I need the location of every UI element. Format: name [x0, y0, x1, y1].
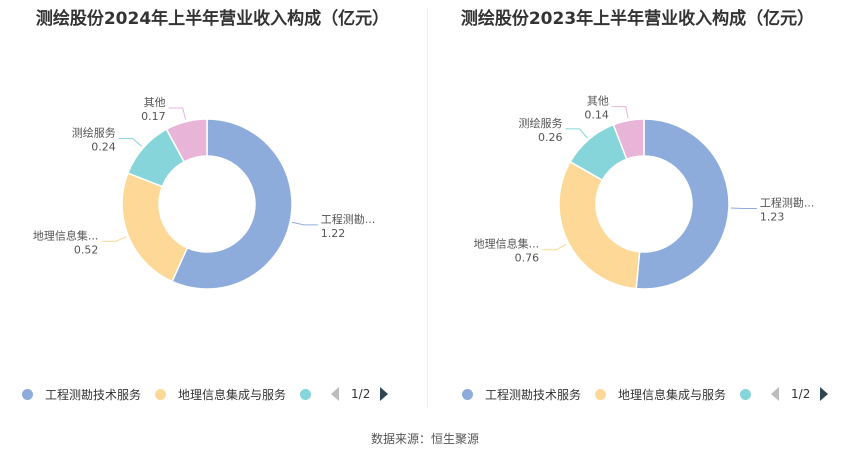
pie-slice-0[interactable]: [171, 118, 293, 290]
slice-name-label: 地理信息集...: [474, 237, 540, 251]
slice-value-label: 0.26: [538, 131, 563, 144]
slice-name-label: 工程测勘...: [760, 197, 815, 210]
legend-pager: 1/2: [771, 387, 829, 401]
page-next-icon[interactable]: [380, 387, 389, 401]
page-prev-icon[interactable]: [331, 387, 340, 401]
slice-name-label: 其他: [587, 95, 609, 108]
page-indicator: 1/2: [791, 387, 811, 401]
page-prev-icon[interactable]: [771, 387, 780, 401]
page-indicator: 1/2: [351, 387, 371, 401]
label-leader-line: [565, 128, 588, 139]
legend-marker-icon: [462, 388, 473, 400]
slice-name-label: 地理信息集...: [33, 228, 99, 242]
chart-legend: 工程测勘技术服务 地理信息集成与服务 1/2: [462, 384, 829, 404]
legend-item-dili[interactable]: 地理信息集成与服务: [155, 386, 286, 403]
label-leader-line: [611, 106, 629, 119]
slice-value-label: 0.17: [141, 110, 166, 123]
legend-item-cehui[interactable]: [740, 388, 752, 400]
slice-value-label: 0.76: [515, 252, 540, 265]
slice-name-label: 工程测勘...: [321, 213, 376, 226]
label-leader-line: [730, 207, 757, 210]
slice-value-label: 0.14: [584, 109, 609, 122]
legend-marker-icon: [22, 388, 33, 400]
legend-item-gongcheng[interactable]: 工程测勘技术服务: [22, 386, 141, 403]
chart-title: 测绘股份2023年上半年营业收入构成（亿元）: [460, 9, 815, 29]
label-leader-line: [542, 243, 568, 251]
label-leader-line: [118, 137, 143, 147]
chart-panel-2023: 测绘股份2023年上半年营业收入构成（亿元） 工程测勘... 1.23 地理信息集.…: [425, 0, 850, 415]
chart-panel-2024: 测绘股份2024年上半年营业收入构成（亿元） 工程测勘... 1.22 地理信息集.…: [0, 0, 425, 415]
pie-slice-3[interactable]: [165, 118, 208, 163]
chart-legend: 工程测勘技术服务 地理信息集成与服务 1/2: [22, 384, 389, 404]
label-leader-line: [101, 236, 127, 242]
label-leader-line: [168, 107, 187, 120]
legend-label: 工程测勘技术服务: [45, 387, 142, 402]
legend-label: 地理信息集成与服务: [618, 387, 727, 402]
legend-label: 地理信息集成与服务: [178, 387, 287, 402]
pie-slice-1[interactable]: [558, 160, 641, 290]
slice-value-label: 1.22: [321, 227, 346, 240]
legend-marker-icon: [740, 388, 752, 400]
legend-label: 工程测勘技术服务: [485, 387, 582, 402]
pie-slice-3[interactable]: [612, 118, 645, 161]
chart-title: 测绘股份2024年上半年营业收入构成（亿元）: [35, 9, 390, 29]
panel-divider: [427, 8, 428, 408]
legend-pager: 1/2: [331, 387, 389, 401]
legend-marker-icon: [595, 388, 607, 400]
legend-item-gongcheng[interactable]: 工程测勘技术服务: [462, 386, 581, 403]
page-next-icon[interactable]: [820, 387, 829, 401]
legend-item-cehui[interactable]: [300, 388, 312, 400]
legend-marker-icon: [155, 388, 167, 400]
pie-slice-0[interactable]: [635, 118, 730, 290]
slice-name-label: 测绘服务: [72, 125, 116, 139]
slice-value-label: 1.23: [760, 211, 785, 224]
label-leader-line: [291, 221, 318, 226]
legend-item-dili[interactable]: 地理信息集成与服务: [595, 386, 726, 403]
pie-slice-1[interactable]: [121, 172, 189, 283]
slice-value-label: 0.52: [74, 243, 99, 256]
slice-value-label: 0.24: [91, 140, 116, 153]
legend-marker-icon: [300, 388, 312, 400]
slice-name-label: 其他: [144, 96, 166, 109]
data-source-footer: 数据来源：恒生聚源: [370, 432, 479, 446]
slice-name-label: 测绘服务: [518, 116, 562, 130]
